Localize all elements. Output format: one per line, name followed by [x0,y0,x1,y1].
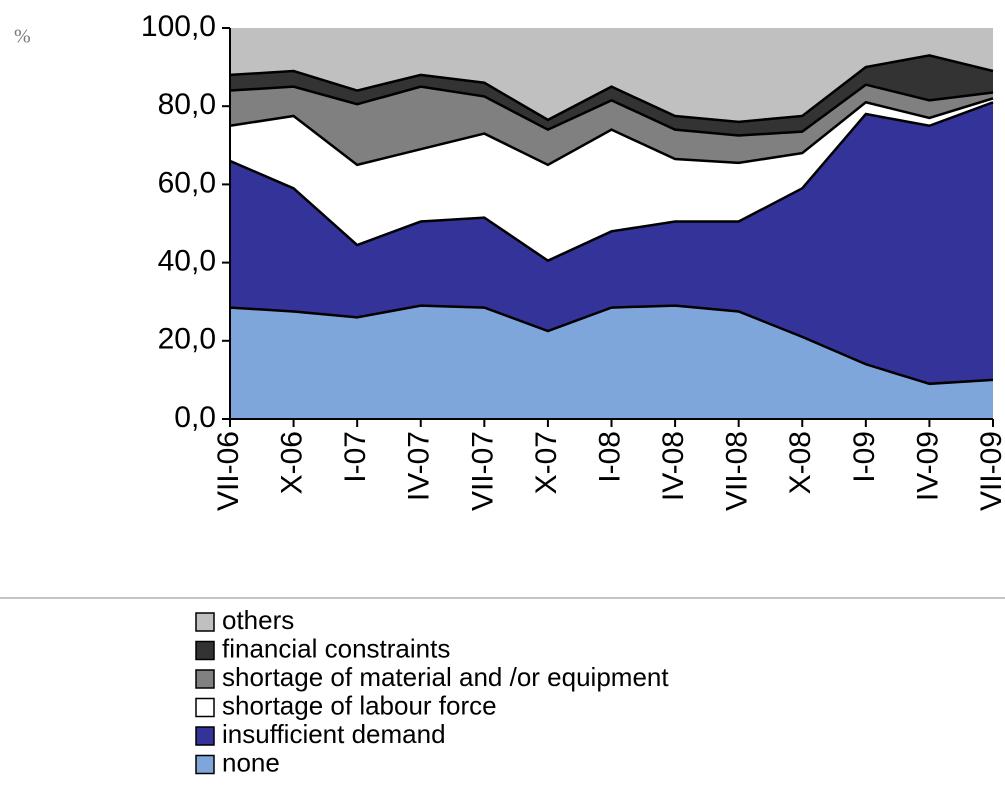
legend-label: others [222,605,294,635]
y-tick-label: 20,0 [158,323,216,356]
x-tick-label: IV-07 [403,431,436,501]
area [230,98,993,261]
legend-swatch [195,754,215,775]
x-tick-label: X-08 [784,431,817,494]
legend-label: shortage of labour force [222,690,497,720]
x-tick-label: X-07 [530,431,563,494]
x-tick-label: I-09 [848,431,881,483]
y-tick-label: 80,0 [158,88,216,121]
y-tick-label: 0,0 [174,401,216,434]
x-tick-label: VII-08 [721,431,754,511]
y-tick-label: 40,0 [158,245,216,278]
y-tick-label: 60,0 [158,166,216,199]
area-boundary [229,54,994,124]
x-tick-label: IV-08 [657,431,690,501]
area-boundary [229,304,994,386]
x-tick-label: I-08 [593,431,626,483]
x-tick-label: VII-06 [212,431,245,511]
area-boundary [229,101,994,263]
area [230,28,993,122]
legend-label: none [222,747,280,777]
area [230,102,993,384]
area-boundary [229,83,994,137]
x-tick-label: VII-07 [466,431,499,511]
legend-swatch [195,640,215,661]
area-boundary [229,97,994,167]
x-tick-label: X-06 [276,431,309,494]
legend-label: insufficient demand [222,719,446,749]
legend-swatch [195,697,215,718]
legend-swatch [195,612,215,632]
legend-swatch [195,669,215,689]
legend-label: financial constraints [222,633,450,663]
x-tick-label: IV-09 [911,431,944,501]
area [230,305,993,419]
legend-label: shortage of material and /or equipment [222,662,669,692]
x-tick-label: I-07 [339,431,372,483]
y-axis-unit: % [14,26,31,48]
area [230,84,993,165]
x-tick-label: VII-09 [975,431,1005,511]
y-tick-label: 100,0 [141,10,216,43]
legend-swatch [195,726,215,746]
